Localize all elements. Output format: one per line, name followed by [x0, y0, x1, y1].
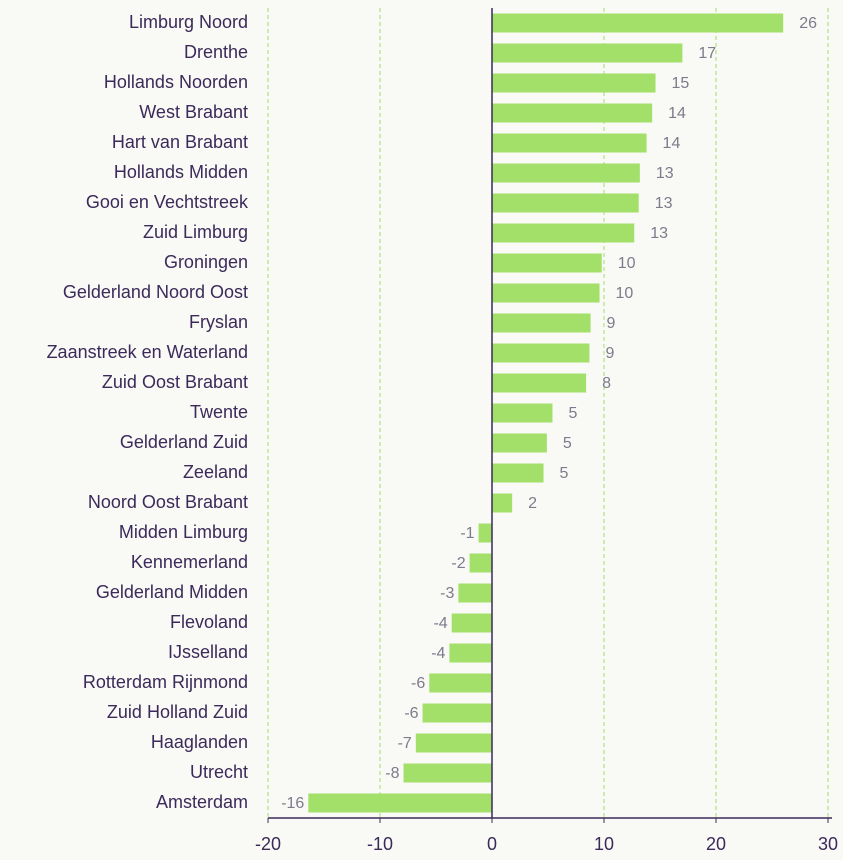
- bar: [308, 793, 492, 813]
- value-label: 26: [799, 15, 817, 32]
- value-label: -7: [398, 735, 412, 752]
- value-label: 13: [656, 165, 674, 182]
- bar: [415, 733, 492, 753]
- value-label: 14: [663, 135, 681, 152]
- category-label: Gelderland Zuid: [120, 432, 248, 452]
- category-label: Rotterdam Rijnmond: [83, 672, 248, 692]
- value-label: -16: [281, 795, 304, 812]
- bar: [458, 583, 492, 603]
- x-tick-label: 30: [818, 834, 838, 854]
- bar: [492, 403, 553, 423]
- bar: [492, 43, 683, 63]
- bar: [492, 373, 587, 393]
- category-label: Noord Oost Brabant: [88, 492, 248, 512]
- bar: [422, 703, 492, 723]
- value-label: 2: [528, 495, 537, 512]
- value-label: 5: [568, 405, 577, 422]
- value-label: 5: [563, 435, 572, 452]
- category-label: Midden Limburg: [119, 522, 248, 542]
- value-label: 10: [618, 255, 636, 272]
- category-label: West Brabant: [139, 102, 248, 122]
- bar: [492, 313, 591, 333]
- value-label: -4: [433, 615, 447, 632]
- x-tick-label: 0: [487, 834, 497, 854]
- category-label: Hart van Brabant: [112, 132, 248, 152]
- bar: [492, 463, 544, 483]
- value-label: 15: [672, 75, 690, 92]
- bar: [492, 163, 640, 183]
- value-label: 9: [607, 315, 616, 332]
- value-label: -3: [440, 585, 454, 602]
- category-label: Flevoland: [170, 612, 248, 632]
- bar: [492, 103, 653, 123]
- bar: [492, 13, 784, 33]
- value-label: 17: [698, 45, 716, 62]
- value-label: 14: [668, 105, 686, 122]
- category-label: Utrecht: [190, 762, 248, 782]
- bar: [492, 493, 513, 513]
- x-tick-label: -20: [255, 834, 281, 854]
- bar: [451, 613, 492, 633]
- value-label: 9: [605, 345, 614, 362]
- category-label: Kennemerland: [131, 552, 248, 572]
- bar: [492, 193, 639, 213]
- category-label: Amsterdam: [156, 792, 248, 812]
- category-label: Gelderland Noord Oost: [63, 282, 248, 302]
- bar: [492, 433, 547, 453]
- category-label: Drenthe: [184, 42, 248, 62]
- category-label: Zeeland: [183, 462, 248, 482]
- value-label: -6: [411, 675, 425, 692]
- x-tick-label: 20: [706, 834, 726, 854]
- value-label: -6: [404, 705, 418, 722]
- bar: [492, 253, 602, 273]
- bar: [492, 283, 600, 303]
- value-label: 10: [616, 285, 634, 302]
- category-label: Fryslan: [189, 312, 248, 332]
- value-label: -4: [431, 645, 445, 662]
- value-label: 13: [650, 225, 668, 242]
- value-label: -8: [385, 765, 399, 782]
- category-label: Zuid Oost Brabant: [102, 372, 248, 392]
- bar: [492, 133, 647, 153]
- category-label: Gelderland Midden: [96, 582, 248, 602]
- category-label: Hollands Midden: [114, 162, 248, 182]
- category-label: Zaanstreek en Waterland: [47, 342, 248, 362]
- category-label: Zuid Limburg: [143, 222, 248, 242]
- category-label: Groningen: [164, 252, 248, 272]
- category-label: Haaglanden: [151, 732, 248, 752]
- category-label: IJsselland: [168, 642, 248, 662]
- value-label: 5: [560, 465, 569, 482]
- value-label: -1: [460, 525, 474, 542]
- bar: [478, 523, 492, 543]
- x-tick-label: 10: [594, 834, 614, 854]
- category-label: Limburg Noord: [129, 12, 248, 32]
- bar: [449, 643, 492, 663]
- bar: [492, 73, 656, 93]
- bar: [429, 673, 492, 693]
- value-label: 8: [602, 375, 611, 392]
- value-label: -2: [451, 555, 465, 572]
- bar: [403, 763, 492, 783]
- x-tick-label: -10: [367, 834, 393, 854]
- category-label: Hollands Noorden: [104, 72, 248, 92]
- category-label: Gooi en Vechtstreek: [86, 192, 249, 212]
- bar: [492, 343, 590, 363]
- bar: [469, 553, 492, 573]
- value-label: 13: [655, 195, 673, 212]
- category-label: Twente: [190, 402, 248, 422]
- bar: [492, 223, 635, 243]
- category-label: Zuid Holland Zuid: [107, 702, 248, 722]
